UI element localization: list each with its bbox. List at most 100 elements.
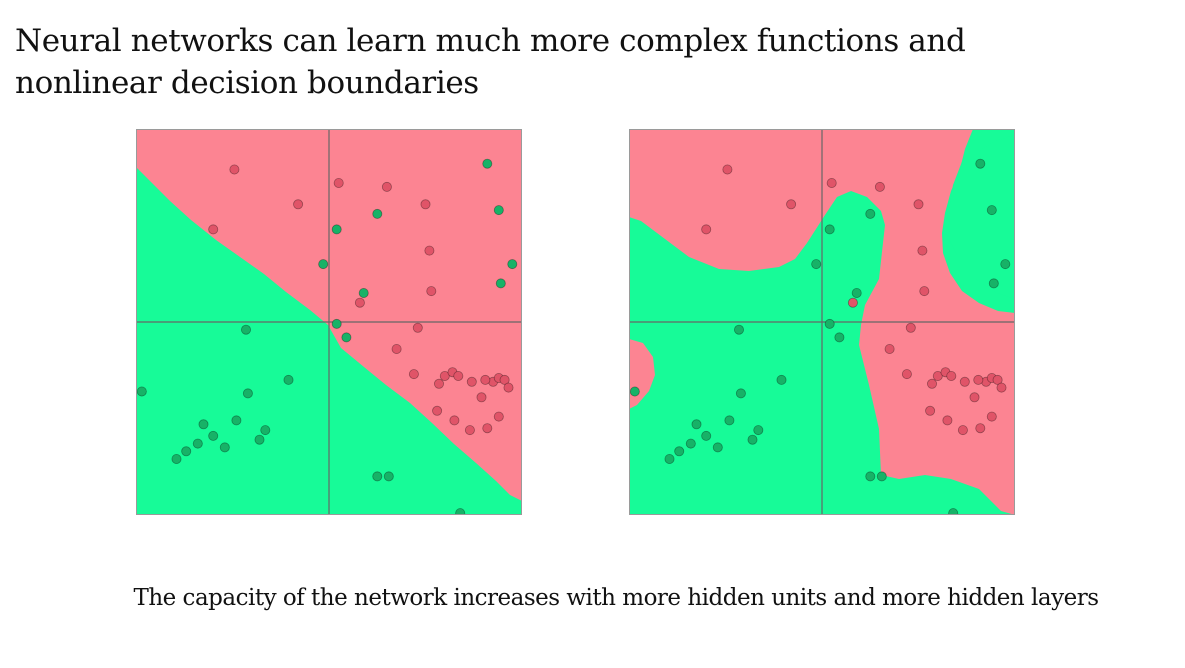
green-data-point: [701, 430, 712, 441]
green-data-point: [664, 453, 675, 464]
green-data-point: [629, 386, 640, 397]
red-data-point: [919, 286, 930, 297]
red-data-point: [701, 224, 712, 235]
green-data-point: [260, 425, 271, 436]
plot-frame: [629, 129, 1015, 515]
green-data-point: [712, 442, 723, 453]
red-data-point: [884, 343, 895, 354]
green-data-point: [865, 208, 876, 219]
green-data-point: [242, 388, 253, 399]
title-line-1: Neural networks can learn much more comp…: [15, 23, 966, 59]
slide-title: Neural networks can learn much more comp…: [15, 20, 1165, 104]
green-data-point: [824, 318, 835, 329]
red-data-point: [480, 374, 491, 385]
green-data-point: [747, 434, 758, 445]
red-data-point: [449, 415, 460, 426]
green-data-point: [372, 471, 383, 482]
green-data-point: [219, 442, 230, 453]
green-data-point: [685, 438, 696, 449]
red-data-point: [229, 164, 240, 175]
red-data-point: [946, 370, 957, 381]
green-data-point: [136, 386, 147, 397]
red-data-point: [424, 245, 435, 256]
red-data-point: [926, 378, 937, 389]
green-data-point: [283, 374, 294, 385]
red-data-point: [420, 199, 431, 210]
red-data-point: [847, 297, 858, 308]
red-data-point: [432, 405, 443, 416]
green-data-point: [986, 205, 997, 216]
red-data-point: [433, 378, 444, 389]
red-data-point: [957, 425, 968, 436]
red-data-point: [905, 322, 916, 333]
red-data-point: [942, 415, 953, 426]
green-data-point: [851, 287, 862, 298]
red-data-point: [969, 392, 980, 403]
plot-frame: [136, 129, 522, 515]
red-data-point: [381, 181, 392, 192]
green-data-point: [975, 158, 986, 169]
red-data-point: [354, 297, 365, 308]
green-data-point: [198, 419, 209, 430]
green-data-point: [876, 471, 887, 482]
green-data-point: [824, 224, 835, 235]
red-data-point: [439, 370, 450, 381]
green-data-point: [171, 453, 182, 464]
red-data-point: [917, 245, 928, 256]
red-data-point: [482, 423, 493, 434]
green-data-point: [495, 278, 506, 289]
red-data-point: [503, 382, 514, 393]
red-data-point: [408, 369, 419, 380]
red-data-point: [208, 224, 219, 235]
green-data-point: [241, 324, 252, 335]
green-data-point: [1000, 259, 1011, 270]
red-data-point: [932, 370, 943, 381]
red-data-point: [333, 178, 344, 189]
green-data-point: [331, 318, 342, 329]
red-data-point: [453, 370, 464, 381]
green-data-point: [776, 374, 787, 385]
green-data-point: [724, 415, 735, 426]
green-data-point: [231, 415, 242, 426]
red-data-point: [426, 286, 437, 297]
green-data-point: [811, 259, 822, 270]
red-data-point: [493, 411, 504, 422]
green-data-point: [834, 332, 845, 343]
green-data-point: [482, 158, 493, 169]
green-data-point: [383, 471, 394, 482]
red-data-point: [986, 411, 997, 422]
red-data-point: [412, 322, 423, 333]
green-data-point: [734, 324, 745, 335]
green-data-point: [331, 224, 342, 235]
red-data-point: [925, 405, 936, 416]
slide-caption: The capacity of the network increases wi…: [133, 585, 1099, 611]
red-data-point: [901, 369, 912, 380]
green-data-point: [181, 446, 192, 457]
green-data-point: [192, 438, 203, 449]
green-data-point: [372, 208, 383, 219]
red-data-point: [992, 374, 1003, 385]
green-data-point: [753, 425, 764, 436]
red-data-point: [996, 382, 1007, 393]
nonlinear-boundary-panel: [629, 129, 1015, 515]
red-data-point: [786, 199, 797, 210]
green-data-point: [507, 259, 518, 270]
red-data-point: [826, 178, 837, 189]
green-data-point: [674, 446, 685, 457]
red-data-point: [499, 374, 510, 385]
green-data-point: [948, 508, 959, 515]
green-data-point: [358, 287, 369, 298]
linear-boundary-panel: [136, 129, 522, 515]
green-data-point: [208, 430, 219, 441]
green-data-point: [493, 205, 504, 216]
red-data-point: [391, 343, 402, 354]
red-data-point: [874, 181, 885, 192]
red-data-point: [973, 374, 984, 385]
red-data-point: [293, 199, 304, 210]
green-data-point: [735, 388, 746, 399]
green-region-top-right: [949, 135, 1015, 299]
red-region: [629, 129, 1015, 515]
green-data-point: [341, 332, 352, 343]
green-data-point: [318, 259, 329, 270]
green-data-point: [865, 471, 876, 482]
